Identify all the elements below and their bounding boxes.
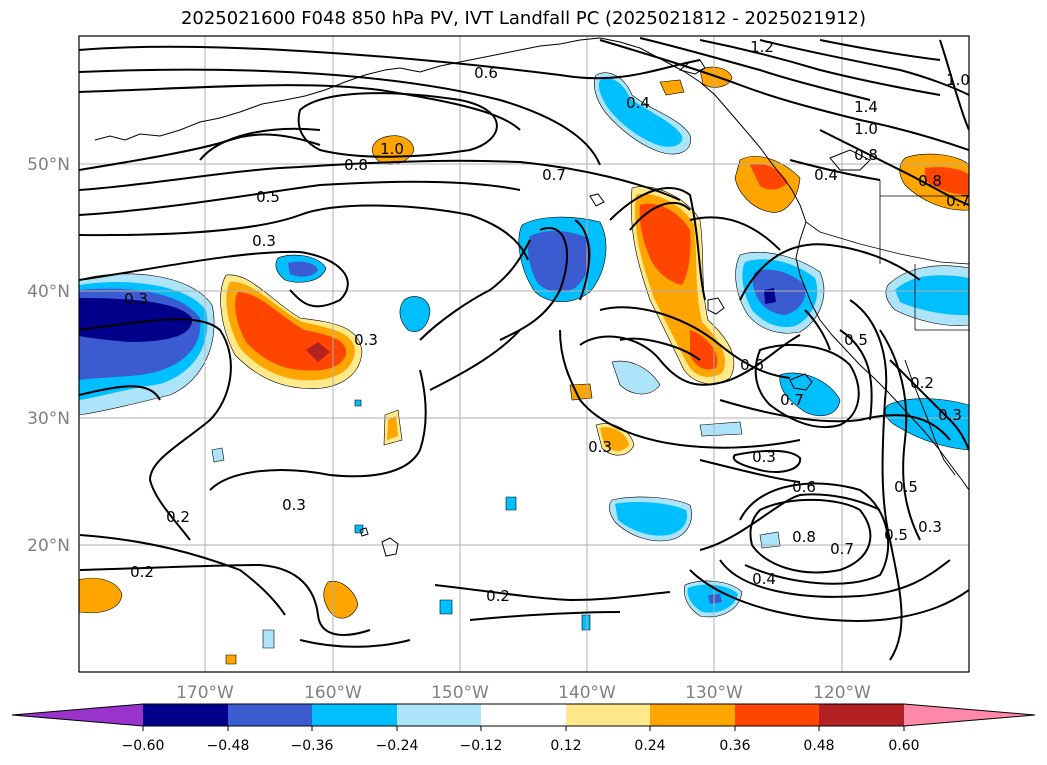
lon-label: 170°W xyxy=(176,683,234,703)
colorbar-swatch xyxy=(650,704,735,726)
lat-label: 40°N xyxy=(27,282,70,302)
contour-label: 0.6 xyxy=(792,478,816,496)
contour-label: 1.2 xyxy=(750,38,774,56)
contour-label: 0.3 xyxy=(252,232,276,250)
contour-label: 0.3 xyxy=(752,448,776,466)
contour-label: 0.3 xyxy=(588,438,612,456)
contour-label: 0.7 xyxy=(542,166,566,184)
pv-contours xyxy=(79,37,969,661)
colorbar-swatch xyxy=(735,704,819,726)
contour-label: 0.6 xyxy=(474,64,498,82)
contour-label: 0.5 xyxy=(256,188,280,206)
colorbar-extend-low xyxy=(12,704,143,726)
colorbar-tick: 0.12 xyxy=(550,738,581,754)
contour-label: 0.4 xyxy=(626,94,650,112)
contour-label: 0.3 xyxy=(938,406,962,424)
colorbar-swatch xyxy=(819,704,904,726)
contour-label: 0.7 xyxy=(830,540,854,558)
colorbar-swatch xyxy=(228,704,312,726)
lat-label: 50°N xyxy=(27,155,70,175)
colorbar-tick: 0.48 xyxy=(803,738,834,754)
shaded-anomalies xyxy=(79,66,969,665)
contour-label: 0.8 xyxy=(854,146,878,164)
gridlines xyxy=(79,36,969,672)
contour-label: 0.2 xyxy=(910,374,934,392)
contour-label: 0.4 xyxy=(814,166,838,184)
colorbar-swatch xyxy=(566,704,650,726)
colorbar-swatch xyxy=(481,704,566,726)
colorbar-swatch xyxy=(143,704,228,726)
colorbar-tick: −0.60 xyxy=(122,738,165,754)
colorbar-tick: 0.24 xyxy=(634,738,665,754)
contour-label: 0.2 xyxy=(130,563,154,581)
lon-label: 130°W xyxy=(685,683,743,703)
contour-label: 1.0 xyxy=(380,140,404,158)
contour-label: 1.4 xyxy=(854,98,878,116)
colorbar-tick: −0.12 xyxy=(460,738,503,754)
lat-label: 20°N xyxy=(27,536,70,556)
colorbar-tick: −0.24 xyxy=(376,738,419,754)
contour-label: 0.4 xyxy=(752,570,776,588)
map-title: 2025021600 F048 850 hPa PV, IVT Landfall… xyxy=(180,8,867,29)
colorbar-tick: −0.48 xyxy=(207,738,250,754)
lon-label: 160°W xyxy=(304,683,362,703)
longitude-labels: 170°W 160°W 150°W 140°W 130°W 120°W xyxy=(176,683,871,703)
contour-label: 0.5 xyxy=(894,478,918,496)
colorbar-extend-high xyxy=(904,704,1035,726)
contour-label: 0.2 xyxy=(166,508,190,526)
lat-label: 30°N xyxy=(27,409,70,429)
contour-labels: 0.6 1.2 1.0 0.4 1.4 1.0 0.8 1.0 0.8 0.7 … xyxy=(124,38,970,605)
contour-label: 0.5 xyxy=(844,331,868,349)
lon-label: 150°W xyxy=(431,683,489,703)
colorbar-tick: −0.36 xyxy=(291,738,334,754)
contour-label: 0.3 xyxy=(918,518,942,536)
borders xyxy=(805,180,969,331)
contour-label: 0.2 xyxy=(486,587,510,605)
latitude-labels: 50°N 40°N 30°N 20°N xyxy=(27,155,70,556)
contour-label: 0.7 xyxy=(946,192,970,210)
map-area: 0.6 1.2 1.0 0.4 1.4 1.0 0.8 1.0 0.8 0.7 … xyxy=(79,36,970,672)
lon-label: 120°W xyxy=(813,683,871,703)
colorbar-tick: 0.36 xyxy=(719,738,750,754)
colorbar: −0.60 −0.48 −0.36 −0.24 −0.12 0.12 0.24 … xyxy=(11,703,1036,754)
contour-label: 0.8 xyxy=(792,528,816,546)
colorbar-swatch xyxy=(397,704,481,726)
contour-label: 0.8 xyxy=(344,156,368,174)
contour-label: 0.5 xyxy=(884,526,908,544)
map-frame xyxy=(78,35,970,673)
contour-label: 1.0 xyxy=(946,71,970,89)
contour-label: 0.7 xyxy=(780,391,804,409)
lon-label: 140°W xyxy=(558,683,616,703)
contour-label: 0.3 xyxy=(124,290,148,308)
contour-label: 1.0 xyxy=(854,120,878,138)
colorbar-swatch xyxy=(312,704,397,726)
contour-label: 0.3 xyxy=(354,331,378,349)
contour-label: 0.6 xyxy=(740,356,764,374)
contour-label: 0.8 xyxy=(918,172,942,190)
colorbar-tick: 0.60 xyxy=(888,738,919,754)
contour-label: 0.3 xyxy=(282,496,306,514)
